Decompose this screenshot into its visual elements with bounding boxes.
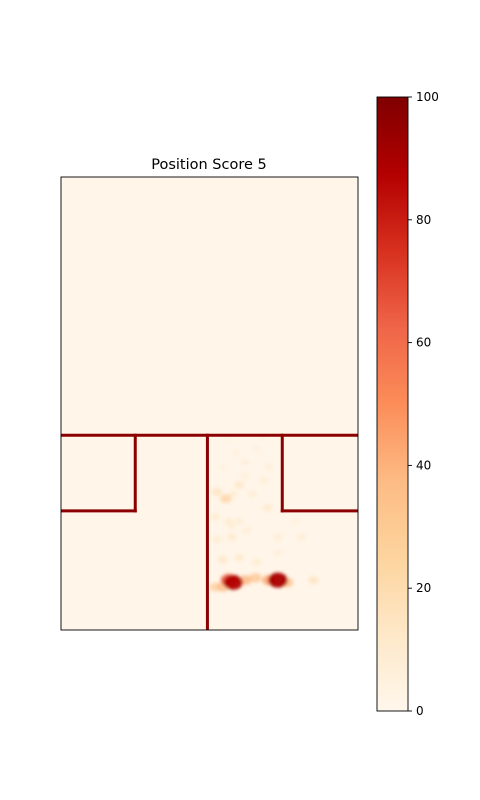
colorbar-ticks: 0 20 40 60 80 100 [408,90,439,718]
heat-cell-1 [223,436,232,443]
heat-cell-8 [273,549,283,557]
heat-cell-16 [297,533,307,541]
heat-cell-5 [291,517,300,525]
heat-cell-28 [211,487,222,496]
heat-cell-25 [217,556,228,564]
heat-cell-24 [262,503,273,512]
colorbar-tick-label-40: 40 [416,458,431,472]
heat-cell-3 [218,463,228,471]
colorbar-tick-label-60: 60 [416,336,431,350]
heatmap-layer [209,434,319,592]
heat-cell-4 [231,450,241,457]
heat-cell-11 [273,533,283,541]
colorbar-frame [376,96,409,712]
colorbar-tick-label-20: 20 [416,581,431,595]
heat-cell-22 [234,553,245,562]
heat-cell-19 [210,513,221,521]
heat-cell-26 [234,481,245,489]
heat-cell-2 [252,445,262,453]
colorbar-tick-label-80: 80 [416,213,431,227]
heat-cell-14 [248,490,258,498]
wall-layer [61,433,358,630]
heat-cell-20 [224,517,234,525]
heat-cell-38 [268,572,288,588]
plot-frame [60,176,359,631]
colorbar [377,97,408,711]
plot-background [61,177,358,630]
heat-cell-27 [308,576,319,585]
heat-cell-23 [226,533,237,541]
heat-cell-9 [240,472,250,480]
heat-cell-29 [220,494,232,504]
heat-cell-12 [234,517,244,525]
heat-cell-7 [240,458,250,466]
colorbar-tick-label-0: 0 [416,704,424,718]
heat-cell-37 [223,575,243,590]
chart-title: Position Score 5 [151,157,267,173]
heat-cell-31 [249,573,262,583]
heat-cell-15 [259,477,269,485]
colorbar-tick-label-100: 100 [416,90,439,104]
heat-cell-21 [228,490,238,498]
heat-cell-18 [212,535,222,544]
heat-cell-6 [264,463,274,471]
heat-cell-17 [252,558,262,566]
heat-cell-10 [242,526,252,534]
